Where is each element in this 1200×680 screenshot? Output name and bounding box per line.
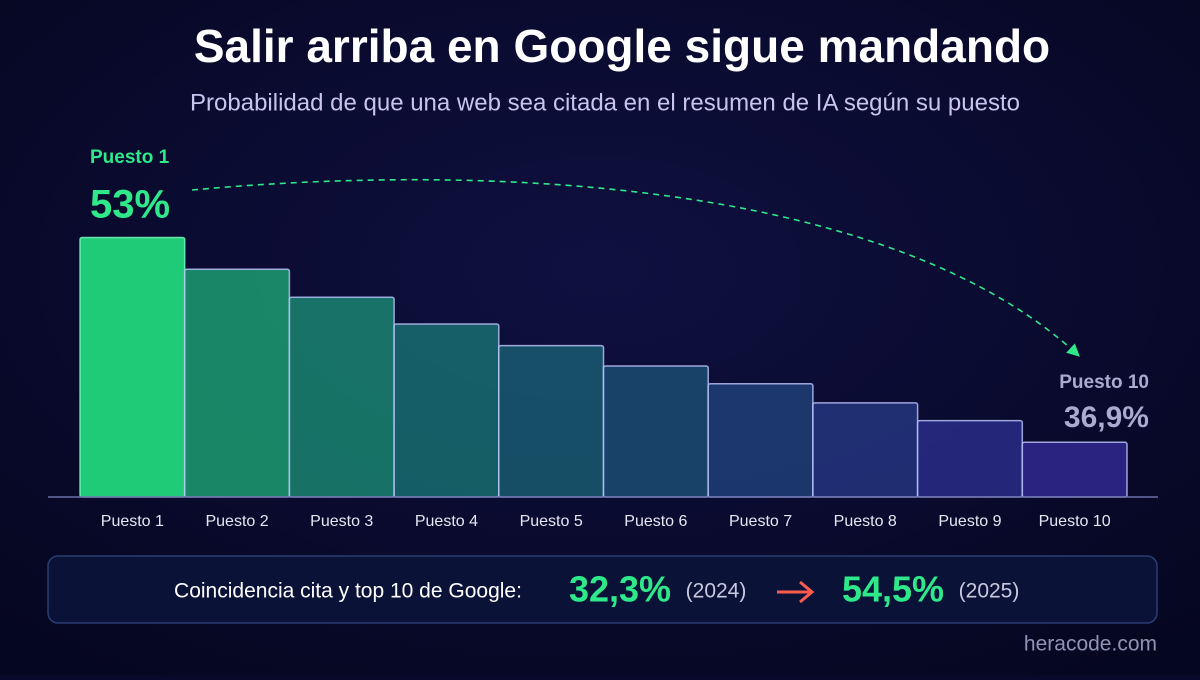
callout-to-year: (2025) bbox=[959, 580, 1020, 603]
chart-title: Salir arriba en Google sigue mandando bbox=[194, 20, 1050, 72]
bar bbox=[707, 383, 814, 498]
callout-from-year: (2024) bbox=[686, 580, 747, 603]
bar bbox=[288, 296, 395, 498]
source: heracode.com bbox=[1024, 633, 1157, 656]
x-tick-label: Puesto 2 bbox=[205, 513, 268, 530]
callout-from-value: 32,3% bbox=[569, 569, 671, 610]
x-tick-label: Puesto 1 bbox=[101, 513, 164, 530]
bar bbox=[812, 402, 919, 498]
callout-label: Coincidencia cita y top 10 de Google: bbox=[174, 580, 522, 603]
chart-subtitle: Probabilidad de que una web sea citada e… bbox=[190, 89, 1020, 116]
annotation-label: Puesto 1 bbox=[90, 147, 170, 168]
x-tick-label: Puesto 4 bbox=[415, 513, 478, 530]
x-tick-label: Puesto 9 bbox=[938, 513, 1001, 530]
x-tick-label: Puesto 3 bbox=[310, 513, 373, 530]
callout-box bbox=[47, 555, 1158, 624]
x-tick-label: Puesto 10 bbox=[1039, 513, 1111, 530]
bar bbox=[498, 344, 605, 498]
x-tick-label: Puesto 5 bbox=[520, 513, 583, 530]
annotation-label: Puesto 10 bbox=[1059, 372, 1149, 393]
trend-arrow bbox=[191, 178, 1080, 357]
bar bbox=[602, 365, 709, 498]
x-tick-label: Puesto 6 bbox=[624, 513, 687, 530]
plot: Puesto 1 Puesto 1 53% Puesto 2 Puesto 3 Puest… bbox=[79, 147, 1149, 530]
value-label: 36,9% bbox=[1064, 401, 1149, 434]
bar bbox=[183, 268, 291, 498]
x-tick-label: Puesto 7 bbox=[729, 513, 792, 530]
bar bbox=[916, 419, 1024, 498]
callout-to-value: 54,5% bbox=[842, 569, 944, 610]
callout-arrow bbox=[777, 580, 815, 604]
value-label: 53% bbox=[90, 183, 170, 227]
bar bbox=[393, 323, 500, 498]
bar bbox=[79, 236, 186, 498]
x-tick-label: Puesto 8 bbox=[834, 513, 897, 530]
bar bbox=[1021, 441, 1128, 498]
